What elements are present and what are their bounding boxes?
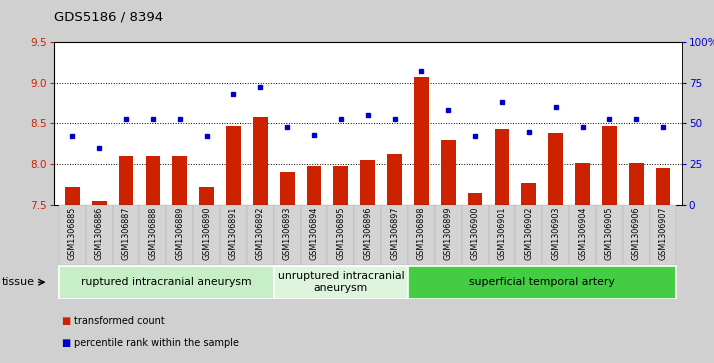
Text: GSM1306907: GSM1306907	[658, 207, 668, 260]
Text: ruptured intracranial aneurysm: ruptured intracranial aneurysm	[81, 277, 251, 287]
Bar	[113, 205, 139, 265]
Bar	[333, 166, 348, 205]
Bar	[521, 183, 536, 205]
Bar	[253, 117, 268, 205]
Text: GSM1306903: GSM1306903	[551, 207, 560, 260]
Bar	[596, 205, 623, 265]
Text: GSM1306888: GSM1306888	[149, 207, 157, 260]
Bar	[226, 126, 241, 205]
Bar	[301, 205, 328, 265]
Bar	[193, 205, 220, 265]
Bar	[280, 172, 295, 205]
Text: GSM1306906: GSM1306906	[632, 207, 640, 260]
Bar	[602, 126, 617, 205]
Bar	[139, 205, 166, 265]
Text: ■: ■	[61, 316, 70, 326]
Text: GSM1306893: GSM1306893	[283, 207, 291, 260]
Bar	[65, 187, 80, 205]
Bar	[381, 205, 408, 265]
Bar	[273, 266, 408, 299]
Text: GSM1306895: GSM1306895	[336, 207, 346, 260]
Bar	[247, 205, 273, 265]
Bar	[166, 205, 193, 265]
Text: GSM1306887: GSM1306887	[121, 207, 131, 260]
Bar	[629, 163, 643, 205]
Text: GSM1306900: GSM1306900	[471, 207, 480, 260]
Text: GSM1306905: GSM1306905	[605, 207, 614, 260]
Text: GDS5186 / 8394: GDS5186 / 8394	[54, 11, 163, 24]
Text: GSM1306890: GSM1306890	[202, 207, 211, 260]
Bar	[172, 156, 187, 205]
Text: GSM1306891: GSM1306891	[229, 207, 238, 260]
Bar	[119, 156, 134, 205]
Text: tissue: tissue	[2, 277, 35, 287]
Text: GSM1306894: GSM1306894	[309, 207, 318, 260]
Bar	[361, 160, 375, 205]
Bar	[542, 205, 569, 265]
Bar	[86, 205, 113, 265]
Text: percentile rank within the sample: percentile rank within the sample	[74, 338, 238, 348]
Bar	[273, 205, 301, 265]
Bar	[414, 77, 429, 205]
Bar	[548, 133, 563, 205]
Bar	[59, 266, 273, 299]
Bar	[199, 187, 214, 205]
Bar	[462, 205, 488, 265]
Bar	[650, 205, 676, 265]
Text: superficial temporal artery: superficial temporal artery	[469, 277, 615, 287]
Bar	[146, 156, 160, 205]
Bar	[59, 205, 86, 265]
Text: GSM1306897: GSM1306897	[390, 207, 399, 260]
Text: GSM1306885: GSM1306885	[68, 207, 77, 260]
Bar	[435, 205, 462, 265]
Text: GSM1306904: GSM1306904	[578, 207, 587, 260]
Bar	[495, 129, 509, 205]
Bar	[468, 193, 483, 205]
Text: GSM1306892: GSM1306892	[256, 207, 265, 260]
Bar	[441, 140, 456, 205]
Text: GSM1306889: GSM1306889	[175, 207, 184, 260]
Bar	[354, 205, 381, 265]
Bar	[387, 154, 402, 205]
Text: GSM1306896: GSM1306896	[363, 207, 372, 260]
Bar	[575, 163, 590, 205]
Bar	[488, 205, 516, 265]
Bar	[516, 205, 542, 265]
Text: GSM1306902: GSM1306902	[524, 207, 533, 260]
Bar	[655, 168, 670, 205]
Text: GSM1306899: GSM1306899	[444, 207, 453, 260]
Text: GSM1306898: GSM1306898	[417, 207, 426, 260]
Bar	[408, 205, 435, 265]
Bar	[408, 266, 676, 299]
Bar	[569, 205, 596, 265]
Bar	[92, 201, 106, 205]
Text: GSM1306901: GSM1306901	[498, 207, 506, 260]
Bar	[328, 205, 354, 265]
Text: GSM1306886: GSM1306886	[95, 207, 104, 260]
Text: unruptured intracranial
aneurysm: unruptured intracranial aneurysm	[278, 272, 404, 293]
Bar	[623, 205, 650, 265]
Text: ■: ■	[61, 338, 70, 348]
Bar	[220, 205, 247, 265]
Text: transformed count: transformed count	[74, 316, 164, 326]
Bar	[306, 166, 321, 205]
